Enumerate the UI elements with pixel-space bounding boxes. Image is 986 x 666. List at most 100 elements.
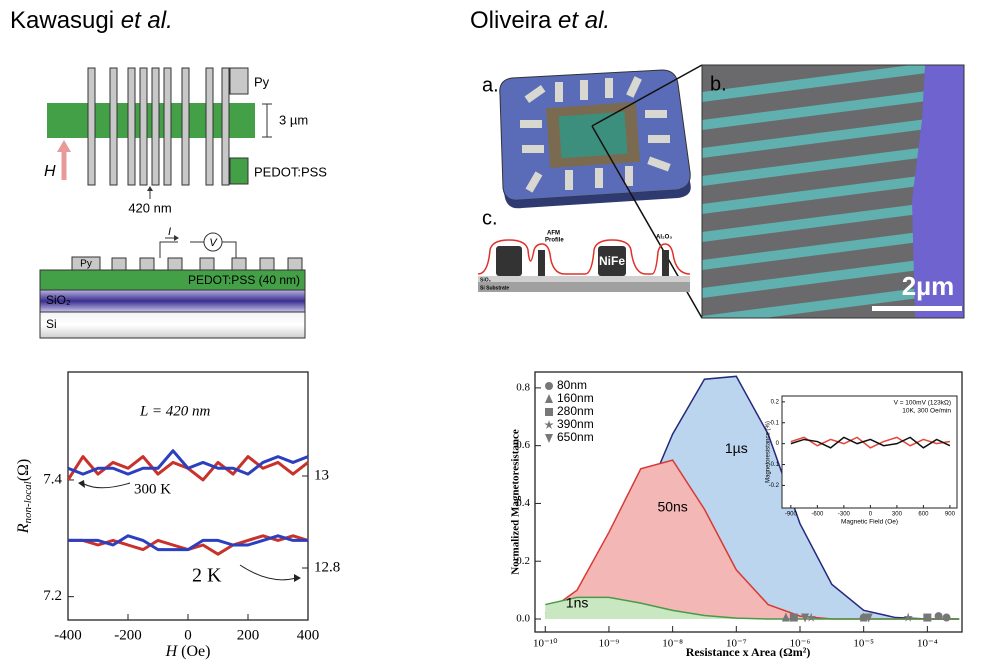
- sem-image: 2µm b.: [702, 65, 964, 318]
- legend-label: 160nm: [557, 391, 594, 405]
- sem-frame: [701, 64, 965, 319]
- current-arrowhead: [174, 235, 179, 241]
- py-label: Py: [80, 259, 92, 270]
- area-label: 50ns: [657, 498, 687, 514]
- data-line: [68, 534, 308, 552]
- contact: [287, 257, 303, 271]
- wire: [221, 67, 230, 186]
- py-wires: [87, 67, 230, 186]
- pad: [626, 76, 642, 98]
- legend-label: PEDOT:PSS: [254, 164, 327, 179]
- stripe: [702, 286, 935, 318]
- marker: [806, 612, 816, 622]
- x-tick-label: 10⁻⁶: [790, 638, 811, 650]
- legend-label: Py: [254, 74, 270, 89]
- pedot-label: PEDOT:PSS (40 nm): [188, 273, 300, 287]
- panel-label: c.: [482, 207, 498, 229]
- x-tick-label: 300: [892, 512, 903, 518]
- pad: [595, 168, 603, 188]
- legend-swatch: [229, 67, 249, 95]
- x-axis-label: Magnetic Field (Oe): [841, 519, 898, 526]
- annotation-arrowhead: [78, 480, 85, 488]
- contact: [199, 257, 215, 271]
- wire: [151, 67, 160, 186]
- chip-pads: [520, 76, 671, 193]
- stripe: [702, 118, 935, 158]
- annotation-arrow: [239, 564, 297, 581]
- area-outline: [545, 596, 960, 620]
- chip-render: a.: [482, 64, 703, 319]
- x-tick-label: -900: [785, 512, 798, 518]
- substrate-label: Si Substrate: [480, 285, 509, 291]
- scale-label: 2µm: [902, 271, 955, 301]
- x-tick-label: -300: [838, 512, 851, 518]
- panel-label: a.: [482, 74, 499, 96]
- nife-block: [598, 246, 626, 276]
- annotation: V = 100mV (123kΩ): [894, 400, 951, 407]
- marker: [942, 613, 951, 622]
- y-tick-label: 0.8: [516, 381, 530, 393]
- legend-swatch: [229, 157, 249, 185]
- pad: [522, 145, 544, 153]
- x-tick-label: 0: [869, 512, 873, 518]
- y2-tick-label: 12.8: [314, 559, 340, 575]
- y-tick-label: 0.4: [516, 497, 530, 509]
- marker: [934, 612, 943, 621]
- x-tick-label: 0: [184, 627, 192, 643]
- area-label: 1ns: [566, 595, 589, 611]
- stripe: [702, 202, 935, 242]
- area-label: 1µs: [725, 440, 748, 456]
- x-tick-label: -400: [54, 627, 82, 643]
- pad: [645, 110, 667, 118]
- y-tick-label: 0.6: [516, 439, 530, 451]
- marker: [923, 613, 932, 622]
- voltmeter: [203, 232, 223, 252]
- y-tick-label: 0.2: [771, 399, 780, 405]
- legend-label: 650nm: [557, 430, 594, 444]
- stripe: [702, 65, 935, 102]
- annotation: 10K, 300 Oe/min: [902, 408, 951, 415]
- panel-label: b.: [710, 73, 727, 95]
- x-tick-label: -600: [811, 512, 824, 518]
- pad: [647, 156, 671, 172]
- afm-label: Profile: [545, 238, 564, 244]
- pad: [555, 82, 563, 102]
- y2-tick-label: 13: [314, 467, 329, 483]
- wire: [205, 67, 214, 186]
- y-tick-label: 0.0: [516, 613, 530, 625]
- circuit: [159, 241, 237, 258]
- y-label-symbol: R: [15, 523, 32, 534]
- y-tick-label: 0.2: [516, 555, 530, 567]
- pad: [524, 84, 546, 104]
- si-layer: [39, 311, 306, 339]
- inset-frame: [781, 395, 958, 509]
- heading-left: Kawasugi et al.: [10, 7, 173, 34]
- annotation: 2 K: [192, 565, 222, 587]
- substrate: [478, 282, 690, 292]
- nife-line: [662, 250, 669, 276]
- wire: [109, 67, 118, 186]
- afm-label: AFM: [547, 231, 560, 237]
- spacing-label: 420 nm: [128, 200, 171, 215]
- stripe: [702, 230, 935, 270]
- pad: [605, 78, 613, 98]
- profile-diagram: c. NiFe AFM Profile Al₂O₃ SiO₂ Si Substr…: [477, 207, 691, 292]
- annotation: 300 K: [134, 481, 171, 497]
- marker: [859, 612, 868, 622]
- data-line: [67, 449, 309, 476]
- field-label: H: [44, 163, 56, 180]
- x-tick-label: 10⁻⁷: [726, 638, 747, 650]
- pad: [648, 135, 670, 143]
- current-label: I: [168, 226, 171, 238]
- heading-suffix: et al.: [121, 7, 173, 34]
- heading-author: Kawasugi: [10, 7, 114, 34]
- chip-wires: [558, 111, 628, 159]
- x-axis-label: H (Oe): [165, 643, 211, 660]
- wire: [163, 67, 172, 186]
- y-tick-label: 7.2: [43, 588, 62, 604]
- legend-label: 390nm: [557, 417, 594, 431]
- legend-label: 280nm: [557, 404, 594, 418]
- sio2-layer: [39, 289, 306, 313]
- x-axis-label: Resistance x Area (Ωm²): [686, 645, 811, 659]
